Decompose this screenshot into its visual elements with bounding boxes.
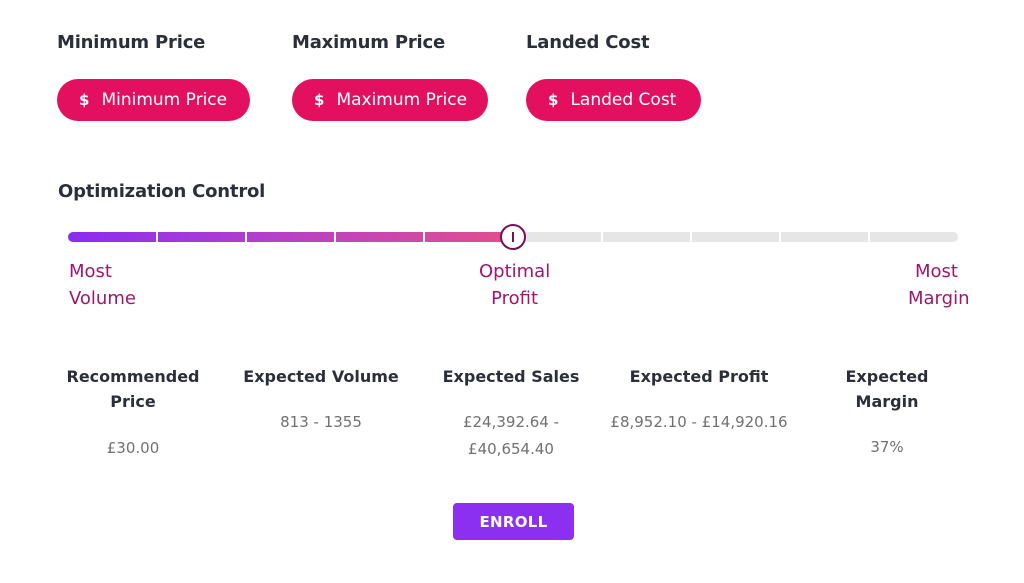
optimization-slider-fill xyxy=(68,232,513,242)
metric-value: 37% xyxy=(870,438,904,456)
dollar-icon: $ xyxy=(314,91,325,109)
optimization-slider-track[interactable] xyxy=(68,224,958,250)
landed-cost-input[interactable]: $ Landed Cost xyxy=(526,79,701,121)
dollar-icon: $ xyxy=(79,91,90,109)
metric-value: £30.00 xyxy=(106,439,160,457)
metric-recommended-price: Recommended Price £30.00 xyxy=(67,364,200,462)
minimum-price-title: Minimum Price xyxy=(57,32,206,53)
metric-expected-sales: Expected Sales £24,392.64 - £40,654.40 xyxy=(443,364,580,463)
slider-step-tick xyxy=(690,232,692,242)
maximum-price-input[interactable]: $ Maximum Price xyxy=(292,79,488,121)
minimum-price-group: Minimum Price $ Minimum Price xyxy=(57,32,250,121)
optimization-control-title: Optimization Control xyxy=(58,181,266,202)
metric-value: £24,392.64 - £40,654.40 xyxy=(462,413,560,458)
slider-step-tick xyxy=(601,232,603,242)
thumb-grip-icon xyxy=(512,232,514,242)
metric-value: 813 - 1355 xyxy=(280,413,362,431)
landed-cost-placeholder: Landed Cost xyxy=(570,90,677,110)
landed-cost-group: Landed Cost $ Landed Cost xyxy=(526,32,701,121)
metric-label: Expected Sales xyxy=(442,367,580,386)
enroll-button[interactable]: ENROLL xyxy=(453,503,574,540)
metric-value: £8,952.10 - £14,920.16 xyxy=(610,413,788,431)
slider-step-tick xyxy=(245,232,247,242)
metric-expected-margin: Expected Margin 37% xyxy=(819,364,956,461)
slider-step-tick xyxy=(156,232,158,242)
metric-expected-profit: Expected Profit £8,952.10 - £14,920.16 xyxy=(610,364,787,436)
slider-step-tick xyxy=(779,232,781,242)
optimization-slider-thumb[interactable] xyxy=(500,224,526,250)
dollar-icon: $ xyxy=(548,91,559,109)
maximum-price-placeholder: Maximum Price xyxy=(336,90,468,110)
landed-cost-title: Landed Cost xyxy=(526,32,650,53)
slider-step-tick xyxy=(334,232,336,242)
slider-step-tick xyxy=(423,232,425,242)
maximum-price-title: Maximum Price xyxy=(292,32,445,53)
metric-label: Recommended Price xyxy=(66,367,200,411)
metric-label: Expected Profit xyxy=(629,367,769,386)
slider-step-tick xyxy=(868,232,870,242)
scale-label-optimal-profit: Optimal Profit xyxy=(479,261,551,309)
minimum-price-placeholder: Minimum Price xyxy=(101,90,228,110)
metric-expected-volume: Expected Volume 813 - 1355 xyxy=(243,364,398,436)
scale-label-most-margin: Most Margin xyxy=(908,261,970,309)
minimum-price-input[interactable]: $ Minimum Price xyxy=(57,79,250,121)
metric-label: Expected Margin xyxy=(845,367,929,411)
scale-label-most-volume: Most Volume xyxy=(69,261,136,309)
metric-label: Expected Volume xyxy=(243,367,399,386)
maximum-price-group: Maximum Price $ Maximum Price xyxy=(292,32,488,121)
